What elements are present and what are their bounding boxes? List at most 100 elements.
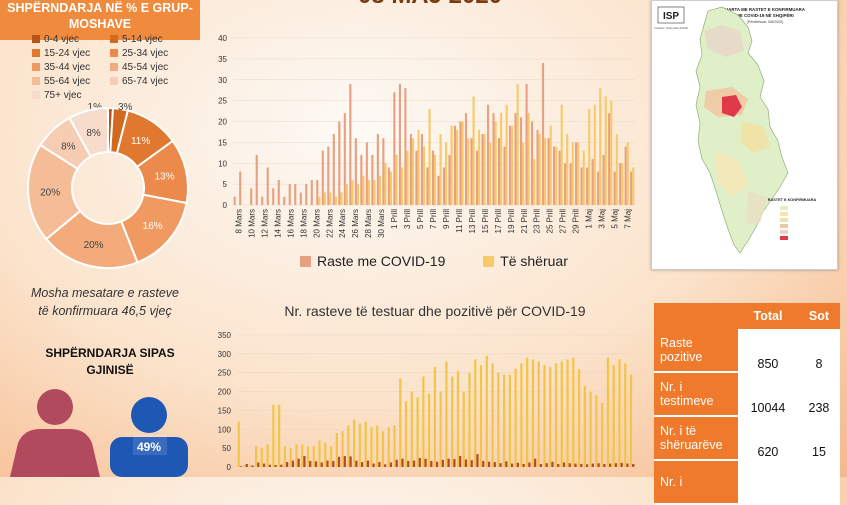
bar-primary (381, 431, 385, 467)
gender-figures: 49% (10, 389, 188, 477)
tirana-highlight (722, 95, 742, 117)
tests-chart-title: Nr. rasteve të testuar dhe pozitivë për … (284, 303, 586, 319)
bar-secondary (356, 184, 360, 205)
bar-secondary (493, 462, 496, 467)
stats-total: 850 (738, 329, 798, 373)
bar-secondary (411, 138, 415, 205)
bar-primary (360, 154, 363, 205)
bar-secondary (511, 125, 514, 205)
bar-secondary (610, 100, 613, 205)
bar-secondary (441, 459, 444, 467)
bar-secondary (366, 460, 370, 467)
bar-primary (531, 121, 534, 205)
label-line1: Nr. i të (660, 424, 697, 438)
bar-secondary (286, 462, 289, 467)
bar-secondary (337, 456, 341, 467)
bar-secondary (257, 462, 260, 467)
bar-primary (243, 465, 246, 467)
bar-secondary (245, 463, 248, 467)
bar-secondary (395, 459, 398, 467)
bar-primary (442, 167, 446, 205)
bar-primary (583, 385, 586, 467)
bar-primary (439, 391, 442, 467)
bar-primary (393, 92, 396, 205)
legend-swatch (32, 35, 40, 43)
bar-primary (255, 154, 258, 205)
bar-secondary (280, 464, 283, 467)
bar-secondary (593, 104, 596, 205)
label-line2: pozitive (660, 350, 703, 364)
bar-primary (239, 171, 242, 205)
bar-primary (591, 159, 594, 205)
bar-primary (474, 359, 477, 467)
bar-secondary (314, 461, 318, 467)
stats-today: 238 (797, 373, 840, 417)
y-tick-label: 20 (218, 118, 227, 127)
bar-secondary (545, 463, 548, 467)
bar-secondary (291, 460, 295, 467)
female-figure-icon (10, 389, 100, 477)
bar-primary (422, 376, 425, 467)
legend-label: 45-54 vjec (122, 62, 169, 73)
bar-primary (409, 134, 412, 205)
bar-secondary (467, 138, 470, 205)
bar-secondary (320, 462, 323, 467)
bar-secondary (522, 463, 525, 467)
x-tick-label: 16 Mars (286, 209, 295, 238)
y-tick-label: 15 (218, 138, 227, 147)
bar-secondary (487, 461, 491, 467)
bar-secondary (597, 463, 600, 467)
label-line1: Nr. i (660, 475, 683, 489)
bar-secondary (251, 465, 254, 467)
bar-primary (453, 125, 457, 205)
bar-primary (295, 444, 298, 467)
x-tick-label: 8 Mars (234, 209, 243, 233)
y-tick-label: 300 (218, 350, 232, 359)
bar-secondary (614, 463, 618, 467)
bar-primary (404, 401, 408, 467)
donut-label: 8% (61, 142, 76, 153)
bar-primary (630, 171, 633, 205)
legend-swatch (32, 63, 40, 71)
y-tick-label: 10 (218, 159, 227, 168)
bar-secondary (447, 458, 450, 467)
bar-secondary (372, 463, 375, 467)
albania-map: ISP Instituti i Shëndetit Publik HARTA M… (654, 6, 817, 254)
bar-primary (312, 446, 315, 467)
bar-primary (250, 188, 253, 205)
bar-secondary (544, 138, 547, 205)
bar-secondary (436, 461, 439, 467)
x-tick-label: 12 Mars (260, 209, 269, 238)
x-tick-label: 23 Prill (533, 209, 542, 234)
bar-primary (335, 433, 338, 467)
x-tick-label: 1 Maj (585, 209, 594, 229)
bar-primary (612, 365, 615, 467)
bar-secondary (332, 460, 335, 467)
bar-secondary (326, 460, 329, 467)
bar-secondary (362, 175, 365, 205)
bar-primary (606, 357, 610, 467)
bar-secondary (428, 108, 431, 205)
age-legend-item: 5-14 vjec (110, 34, 163, 45)
bar-secondary (538, 134, 541, 205)
legend-item-recovered: Të shëruar (483, 253, 568, 269)
stats-row-label: Nr. i testimeve (654, 373, 738, 417)
bar-secondary (626, 142, 629, 205)
bar-primary (572, 357, 575, 467)
bar-primary (272, 188, 275, 205)
age-legend-item: 45-54 vjec (110, 62, 168, 73)
stats-row-label: Nr. i (654, 461, 738, 505)
bar-secondary (557, 463, 560, 467)
bar-primary (508, 125, 512, 205)
bar-secondary (378, 175, 382, 205)
bar-secondary (417, 129, 420, 205)
map-legend-title: RASTET E KONFIRMUARA (768, 198, 817, 202)
bar-secondary (632, 167, 635, 205)
bar-primary (260, 448, 263, 467)
average-age-text: Mosha mesatare e rasteve të konfirmuara … (0, 284, 210, 320)
label-line2: testimeve (660, 394, 714, 408)
bar-secondary (459, 456, 462, 467)
bar-secondary (345, 184, 349, 205)
donut-label: 20% (84, 240, 104, 251)
bar-secondary (340, 192, 343, 205)
